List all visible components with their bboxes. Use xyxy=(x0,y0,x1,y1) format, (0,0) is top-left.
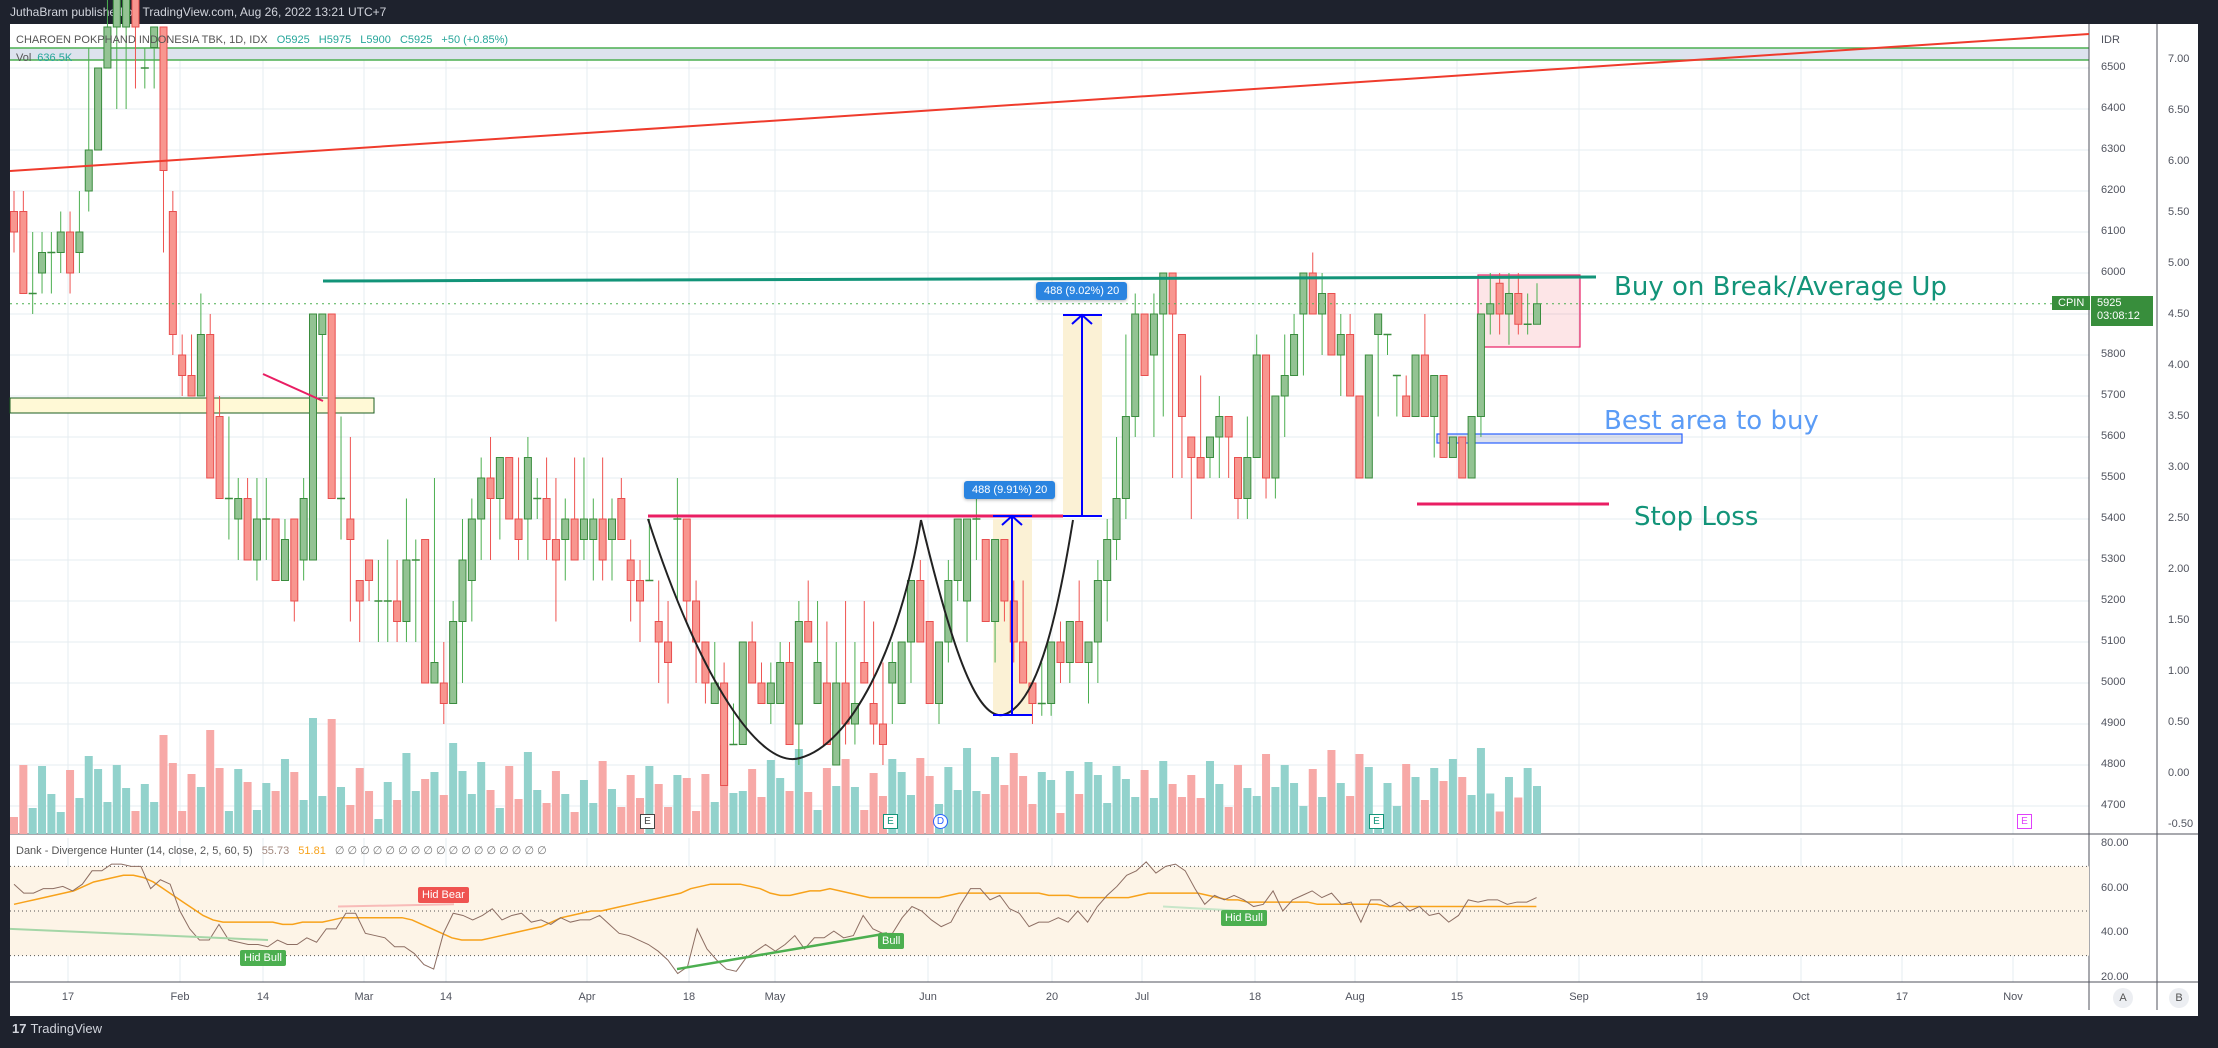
divergence-tag-hid-bull: Hid Bull xyxy=(1221,910,1267,926)
earnings-event-icon[interactable]: E xyxy=(1369,814,1384,829)
oscillator-value-2: 51.81 xyxy=(298,845,326,857)
secondary-axis-tick: 1.50 xyxy=(2168,614,2190,626)
secondary-axis-tick: 6.00 xyxy=(2168,155,2190,167)
earnings-event-icon[interactable]: E xyxy=(640,814,655,829)
price-axis-tick: 6100 xyxy=(2101,225,2126,237)
symbol-title: CHAROEN POKPHAND INDONESIA TBK, 1D, IDX xyxy=(16,34,268,46)
secondary-axis-tick: 3.00 xyxy=(2168,461,2190,473)
price-axis-tick: 5600 xyxy=(2101,430,2126,442)
last-price-tag: 5925 03:08:12 xyxy=(2091,296,2153,326)
price-axis-tick: 5800 xyxy=(2101,348,2126,360)
secondary-axis-tick: 1.00 xyxy=(2168,665,2190,677)
price-axis-tick: 5200 xyxy=(2101,594,2126,606)
secondary-axis-tick: 0.00 xyxy=(2168,767,2190,779)
secondary-axis-tick: 7.00 xyxy=(2168,53,2190,65)
price-axis-tick: 6300 xyxy=(2101,143,2126,155)
time-axis-tick: Feb xyxy=(170,991,190,1003)
price-axis-tick: 4700 xyxy=(2101,799,2126,811)
price-axis-tick: 5700 xyxy=(2101,389,2126,401)
price-axis-tick: 5000 xyxy=(2101,676,2126,688)
price-axis-tick: 5100 xyxy=(2101,635,2126,647)
oscillator-title: Dank - Divergence Hunter (14, close, 2, … xyxy=(16,845,253,857)
oscillator-axis-tick: 60.00 xyxy=(2101,881,2129,894)
volume-label: Vol xyxy=(16,52,32,64)
secondary-axis-tick: -0.50 xyxy=(2168,818,2194,830)
volume-value: 636.5K xyxy=(37,52,73,64)
last-price: 5925 xyxy=(2097,297,2122,309)
time-axis-tick: 17 xyxy=(1895,991,1909,1003)
ohlc-high: H5975 xyxy=(318,34,352,46)
time-axis-tick: Sep xyxy=(1569,991,1589,1003)
auto-scale-button-a[interactable]: A xyxy=(2113,988,2133,1008)
time-axis-tick: Aug xyxy=(1345,991,1365,1003)
time-axis-tick: 14 xyxy=(439,991,453,1003)
price-axis-tick: 6400 xyxy=(2101,102,2126,114)
volume-legend: Vol 636.5K xyxy=(16,52,72,64)
oscillator-value-1: 55.73 xyxy=(261,845,290,857)
publish-header: JuthaBram published on TradingView.com, … xyxy=(10,5,387,19)
ohlc-close: C5925 xyxy=(399,34,433,46)
secondary-axis-tick: 5.00 xyxy=(2168,257,2190,269)
time-axis-tick: 18 xyxy=(1248,991,1262,1003)
earnings-event-icon[interactable]: E xyxy=(883,814,898,829)
time-axis-tick: 17 xyxy=(61,991,75,1003)
price-axis-tick: 6000 xyxy=(2101,266,2126,278)
tradingview-logo-icon: 17 xyxy=(12,1021,27,1036)
oscillator-axis-tick: 40.00 xyxy=(2101,926,2129,939)
secondary-axis-tick: 4.00 xyxy=(2168,359,2190,371)
ohlc-change: +50 (+0.85%) xyxy=(441,34,509,46)
divergence-tag-bull: Bull xyxy=(878,933,905,949)
price-axis-tick: 6500 xyxy=(2101,61,2126,73)
time-axis-tick: Nov xyxy=(2003,991,2023,1003)
time-axis-tick: 20 xyxy=(1045,991,1059,1003)
price-axis-tick: 4800 xyxy=(2101,758,2126,770)
oscillator-placeholders: ∅ ∅ ∅ ∅ ∅ ∅ ∅ ∅ ∅ ∅ ∅ ∅ ∅ ∅ ∅ ∅ ∅ xyxy=(334,845,547,857)
time-axis-tick: Jul xyxy=(1134,991,1150,1003)
annotation-buy-break[interactable]: Buy on Break/Average Up xyxy=(1614,272,1947,302)
symbol-legend: CHAROEN POKPHAND INDONESIA TBK, 1D, IDX … xyxy=(16,34,508,46)
time-axis-tick: May xyxy=(764,991,786,1003)
time-axis-tick: Oct xyxy=(1792,991,1810,1003)
earnings-event-icon[interactable]: E xyxy=(2017,814,2032,829)
currency-label: IDR xyxy=(2101,34,2120,46)
time-axis-tick: 18 xyxy=(682,991,696,1003)
measure-label-2[interactable]: 488 (9.02%) 20 xyxy=(1036,282,1128,300)
tradingview-footer[interactable]: 17 TradingView xyxy=(12,1021,102,1036)
bar-countdown: 03:08:12 xyxy=(2097,310,2140,322)
price-axis-tick: 5400 xyxy=(2101,512,2126,524)
measure-label-1[interactable]: 488 (9.91%) 20 xyxy=(964,481,1056,499)
chart-frame[interactable] xyxy=(10,24,2198,1016)
time-axis-tick: Jun xyxy=(919,991,937,1003)
scale-button-b[interactable]: B xyxy=(2169,988,2189,1008)
divergence-tag-hid-bull: Hid Bull xyxy=(240,950,286,966)
oscillator-axis-tick: 80.00 xyxy=(2101,837,2129,849)
secondary-axis-tick: 5.50 xyxy=(2168,206,2190,218)
time-axis-tick: Apr xyxy=(578,991,596,1003)
time-axis-tick: 14 xyxy=(256,991,270,1003)
time-axis-tick: 19 xyxy=(1695,991,1709,1003)
oscillator-axis-tick: 20.00 xyxy=(2101,971,2129,983)
ohlc-low: L5900 xyxy=(360,34,391,46)
ohlc-open: O5925 xyxy=(276,34,310,46)
dividend-event-icon[interactable]: D xyxy=(933,814,948,829)
divergence-tag-hid-bear: Hid Bear xyxy=(418,887,469,903)
price-axis-tick: 4900 xyxy=(2101,717,2126,729)
secondary-axis-tick: 0.50 xyxy=(2168,716,2190,728)
secondary-axis-tick: 2.00 xyxy=(2168,563,2190,575)
secondary-axis-tick: 2.50 xyxy=(2168,512,2190,524)
secondary-axis-tick: 3.50 xyxy=(2168,410,2190,422)
annotation-stop-loss[interactable]: Stop Loss xyxy=(1634,502,1759,532)
price-axis-tick: 5300 xyxy=(2101,553,2126,565)
annotation-best-area[interactable]: Best area to buy xyxy=(1604,406,1819,436)
secondary-axis-tick: 4.50 xyxy=(2168,308,2190,320)
time-axis-tick: Mar xyxy=(354,991,374,1003)
footer-brand: TradingView xyxy=(30,1021,103,1036)
time-axis-tick: 15 xyxy=(1450,991,1464,1003)
price-axis-tick: 5500 xyxy=(2101,471,2126,483)
ticker-tag: CPIN xyxy=(2052,296,2091,310)
price-axis-tick: 6200 xyxy=(2101,184,2126,196)
secondary-axis-tick: 6.50 xyxy=(2168,104,2190,116)
oscillator-legend: Dank - Divergence Hunter (14, close, 2, … xyxy=(16,844,547,857)
